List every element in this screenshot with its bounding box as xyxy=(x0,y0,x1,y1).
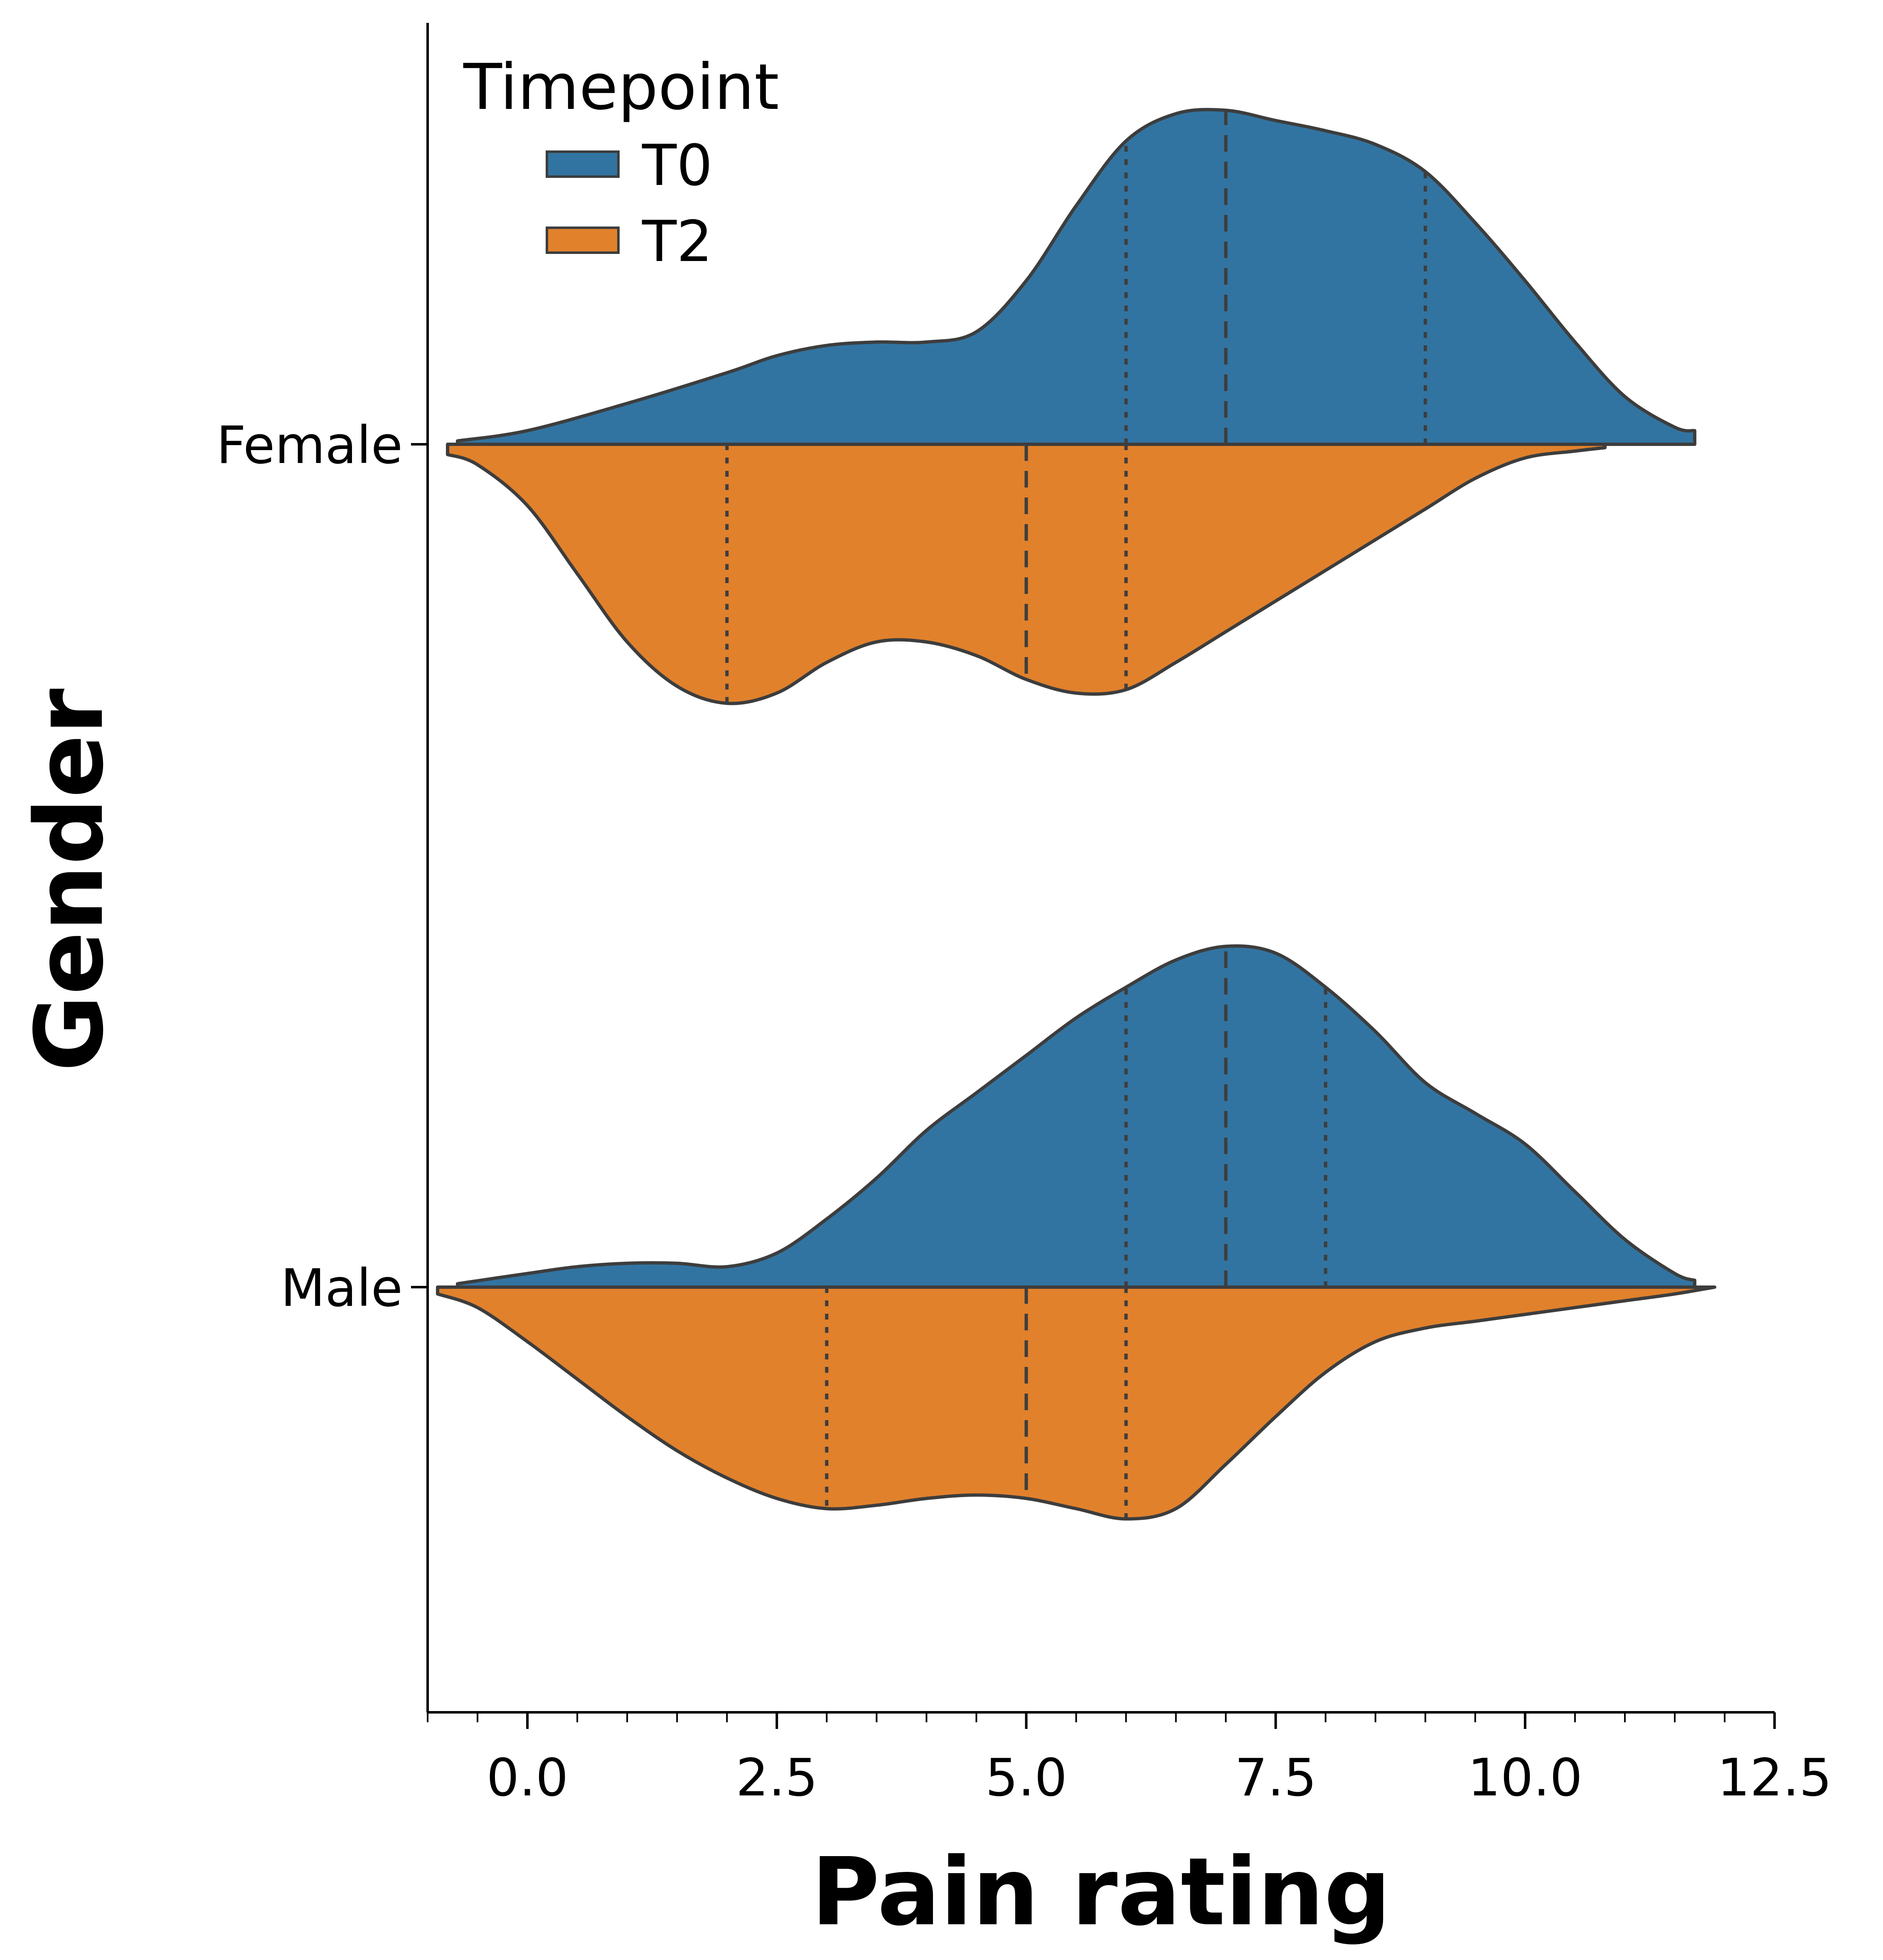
legend-swatch-t0 xyxy=(546,150,620,178)
violin-t2-female xyxy=(446,443,1607,705)
axes: 0.0 2.5 5.0 7.5 10.0 12.5 Female Male xyxy=(217,23,1832,1808)
violin-t0-female xyxy=(456,108,1696,446)
violin-area xyxy=(436,108,1716,1521)
violin-t2-male xyxy=(436,1285,1716,1521)
legend-swatch-t2 xyxy=(546,227,620,254)
x-axis-title: Pain rating xyxy=(811,1838,1391,1947)
x-tick-label: 0.0 xyxy=(486,1748,568,1808)
legend-label-t2: T2 xyxy=(642,209,713,275)
x-tick-label: 5.0 xyxy=(985,1748,1067,1808)
legend-title: Timepoint xyxy=(463,50,779,124)
x-tick-label: 10.0 xyxy=(1468,1748,1583,1808)
x-tick-label: 7.5 xyxy=(1235,1748,1317,1808)
y-axis-title: Gender xyxy=(15,688,124,1071)
y-tick-label-female: Female xyxy=(217,416,403,475)
legend: Timepoint T0 T2 xyxy=(463,50,779,275)
violin-t0-male xyxy=(456,944,1696,1289)
y-tick-label-male: Male xyxy=(281,1258,403,1318)
legend-label-t0: T0 xyxy=(642,133,713,199)
x-tick-label: 2.5 xyxy=(736,1748,818,1808)
x-tick-label: 12.5 xyxy=(1717,1748,1832,1808)
